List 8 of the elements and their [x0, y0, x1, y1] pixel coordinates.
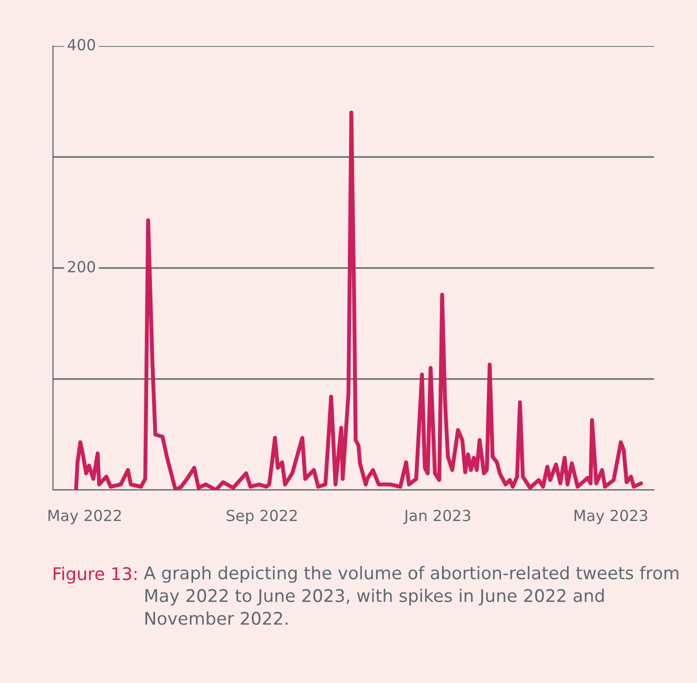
- text: A graph depicting the volume of abortion-related tweets from May 2022 to June 2023, with spikes in June 2022 and November 2022.: [144, 566, 678, 625]
- x-tick-label: Sep 2022: [226, 510, 297, 524]
- x-tick-label: May 2022: [48, 510, 121, 524]
- y-tick-label: 200: [68, 260, 96, 272]
- y-tick-label: 400: [68, 38, 96, 50]
- caption: Figure 13:: [54, 566, 136, 584]
- x-tick-label: May 2023: [574, 510, 648, 524]
- x-tick-label: Jan 2023: [403, 510, 470, 524]
